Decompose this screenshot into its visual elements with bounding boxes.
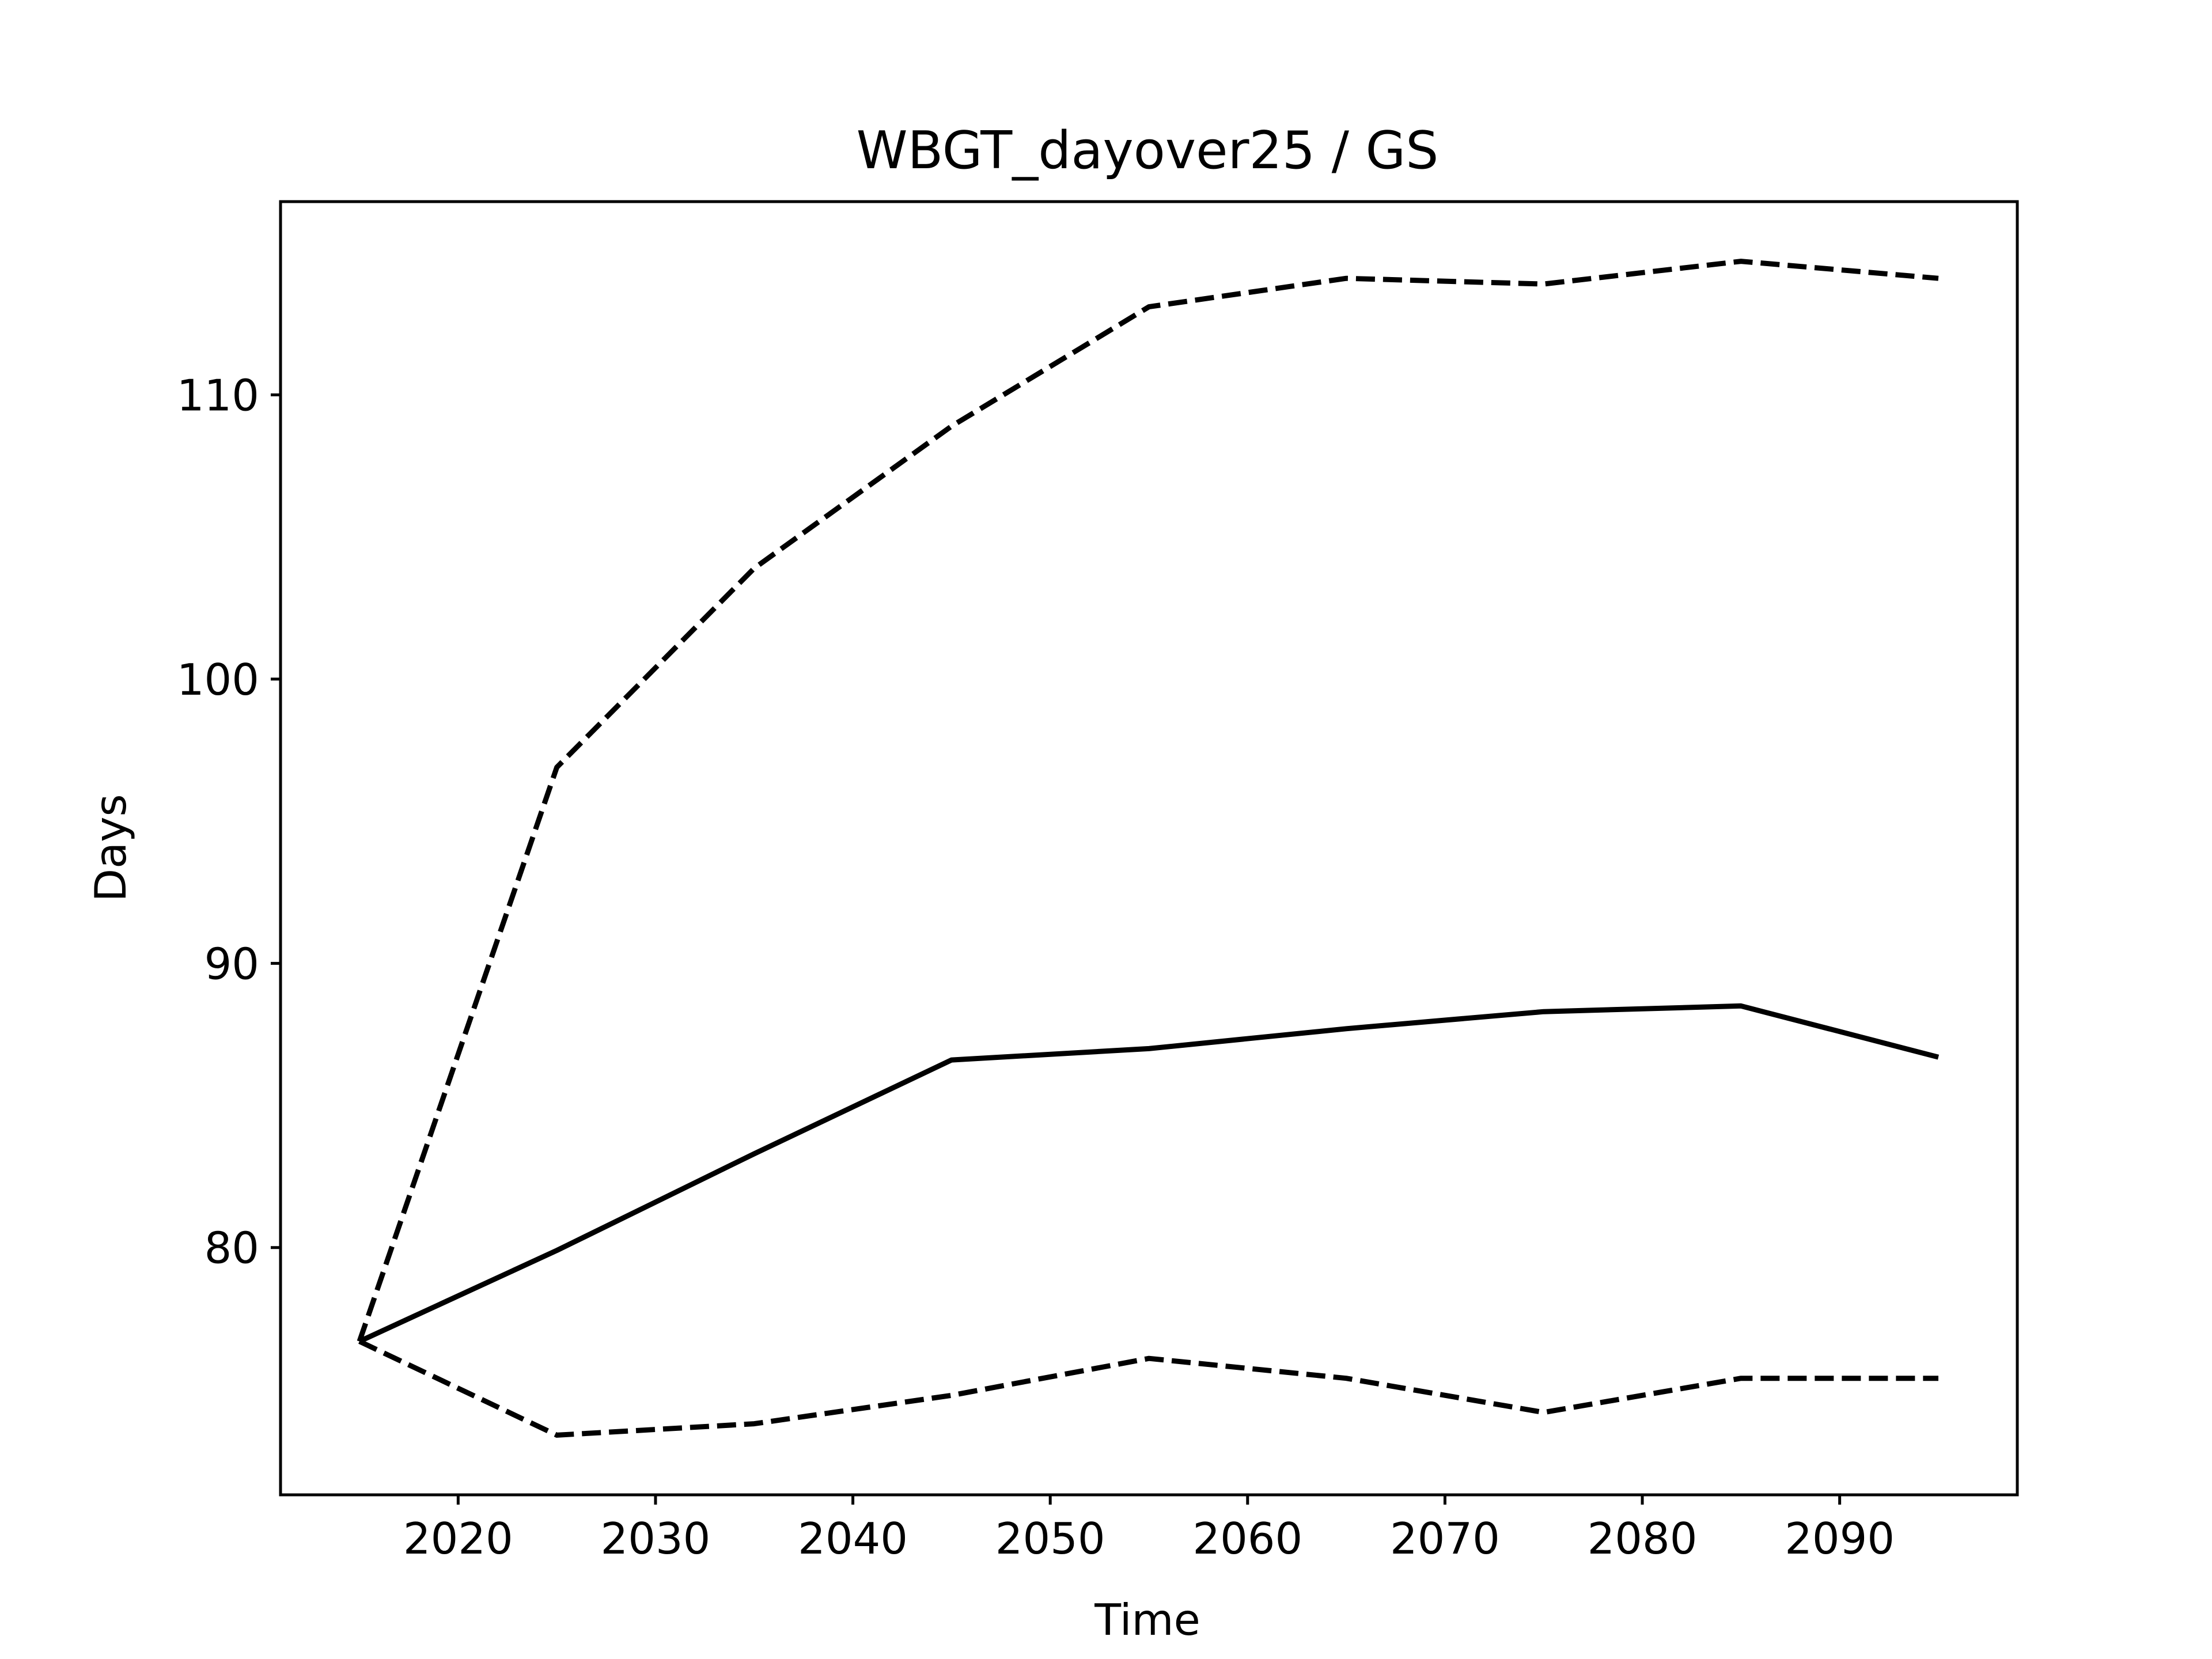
y-tick-label-90: 90 <box>204 938 259 989</box>
x-tick-label-2020: 2020 <box>403 1513 513 1564</box>
dashed-series-line-3 <box>358 1339 1938 1438</box>
y-axis-ticks: 80 90 100 110 <box>177 370 281 1274</box>
x-tick-label-2080: 2080 <box>1588 1513 1698 1564</box>
plot-frame <box>279 200 2019 1497</box>
x-tick-label-2030: 2030 <box>601 1513 711 1564</box>
x-tick-label-2060: 2060 <box>1192 1513 1302 1564</box>
y-tick-label-80: 80 <box>204 1223 259 1274</box>
x-tick-label-2040: 2040 <box>798 1513 908 1564</box>
dashed-series-line-2 <box>357 259 1939 1343</box>
y-tick-label-110: 110 <box>177 370 259 421</box>
x-axis-label: Time <box>1094 1594 1200 1645</box>
x-tick-label-2090: 2090 <box>1785 1513 1895 1564</box>
y-tick-label-100: 100 <box>177 654 259 705</box>
solid-series-line-1 <box>358 1003 1940 1344</box>
series-layer <box>357 259 1940 1438</box>
x-axis-ticks: 2020 2030 2040 2050 2060 2070 2080 2090 <box>403 1495 1895 1564</box>
x-tick-label-2070: 2070 <box>1390 1513 1500 1564</box>
y-axis-label: Days <box>85 794 136 902</box>
chart-title: WBGT_dayover25 / GS <box>857 120 1439 181</box>
x-tick-label-2050: 2050 <box>995 1513 1105 1564</box>
